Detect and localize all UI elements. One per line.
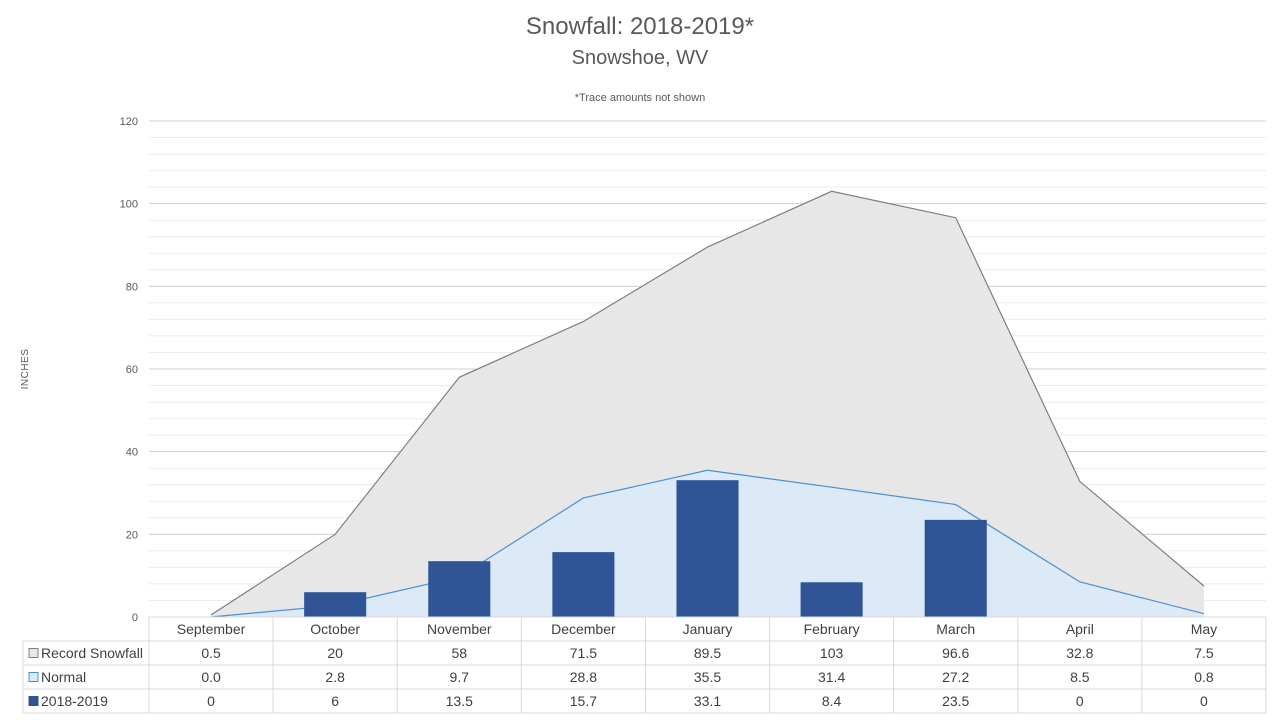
data-label: 28.8 (570, 669, 597, 685)
data-label: 0.8 (1194, 669, 1214, 685)
data-label: 6 (331, 693, 339, 709)
y-tick-label: 60 (126, 364, 138, 376)
y-tick-label: 80 (126, 281, 138, 293)
data-label: 7.5 (1194, 645, 1214, 661)
data-label: 15.7 (570, 693, 597, 709)
data-label: 0 (207, 693, 215, 709)
chart-note: *Trace amounts not shown (575, 92, 705, 104)
data-label: 20 (327, 645, 343, 661)
data-label: 35.5 (694, 669, 721, 685)
data-label: 89.5 (694, 645, 721, 661)
data-label: 103 (820, 645, 844, 661)
data-label: 32.8 (1066, 645, 1093, 661)
bar (676, 480, 739, 617)
data-label: 27.2 (942, 669, 969, 685)
2018-2019-legend-swatch (28, 696, 39, 706)
data-label: 31.4 (818, 669, 845, 685)
x-tick-label: November (427, 621, 492, 637)
data-label: 8.4 (822, 693, 842, 709)
y-tick-label: 40 (126, 447, 138, 459)
bar (924, 519, 987, 617)
data-label: 9.7 (450, 669, 470, 685)
x-tick-label: April (1066, 621, 1094, 637)
record-snowfall-legend-label: Record Snowfall (41, 645, 143, 661)
data-label: 58 (451, 645, 467, 661)
bar-series (304, 480, 987, 617)
y-tick-label: 100 (120, 199, 138, 211)
x-tick-label: October (310, 621, 360, 637)
data-label: 0.0 (201, 669, 221, 685)
2018-2019-legend-label: 2018-2019 (41, 693, 108, 709)
bar (304, 592, 367, 617)
data-label: 0.5 (201, 645, 221, 661)
y-tick-label: 120 (120, 116, 138, 128)
data-label: 13.5 (446, 693, 473, 709)
x-tick-label: September (177, 621, 246, 637)
x-tick-label: January (683, 621, 733, 637)
data-table: September October November December January F… (22, 616, 1267, 714)
bar (552, 552, 615, 617)
normal-legend-label: Normal (41, 669, 86, 685)
x-tick-label: February (804, 621, 860, 637)
chart-title: Snowfall: 2018-2019* (526, 13, 754, 40)
data-label: 96.6 (942, 645, 969, 661)
x-tick-label: December (551, 621, 616, 637)
chart-subtitle: Snowshoe, WV (572, 47, 709, 69)
data-label: 33.1 (694, 693, 721, 709)
bar (800, 582, 863, 617)
normal-line (210, 469, 1205, 618)
data-label: 2.8 (325, 669, 345, 685)
data-label: 0 (1200, 693, 1208, 709)
x-tick-label: March (936, 621, 975, 637)
y-tick-label: 20 (126, 529, 138, 541)
normal-legend-swatch (28, 672, 39, 682)
data-label: 71.5 (570, 645, 597, 661)
data-label: 0 (1076, 693, 1084, 709)
record-snowfall-line (210, 190, 1205, 616)
bar (428, 561, 491, 617)
data-label: 23.5 (942, 693, 969, 709)
y-tick-labels: 0 20 40 60 80 100 120 (120, 116, 138, 624)
data-label: 8.5 (1070, 669, 1090, 685)
y-tick-label: 0 (132, 612, 138, 624)
record-snowfall-legend-swatch (28, 648, 39, 658)
y-axis-label: INCHES (20, 349, 31, 390)
x-tick-label: May (1191, 621, 1217, 637)
